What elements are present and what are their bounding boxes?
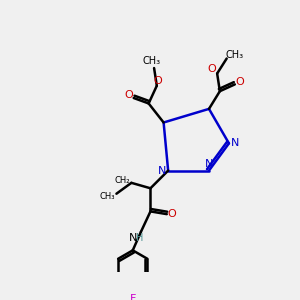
Text: CH₃: CH₃ <box>226 50 244 60</box>
Text: N: N <box>129 233 137 243</box>
Text: O: O <box>167 209 176 219</box>
Text: N: N <box>205 159 213 169</box>
Text: O: O <box>124 90 133 100</box>
Text: N: N <box>158 166 166 176</box>
Text: O: O <box>207 64 216 74</box>
Text: O: O <box>236 77 244 87</box>
Text: H: H <box>136 233 143 243</box>
Text: CH₂: CH₂ <box>114 176 130 184</box>
Text: CH₃: CH₃ <box>142 56 160 66</box>
Text: F: F <box>130 294 136 300</box>
Text: O: O <box>154 76 163 86</box>
Text: N: N <box>231 138 239 148</box>
Text: CH₃: CH₃ <box>99 193 115 202</box>
